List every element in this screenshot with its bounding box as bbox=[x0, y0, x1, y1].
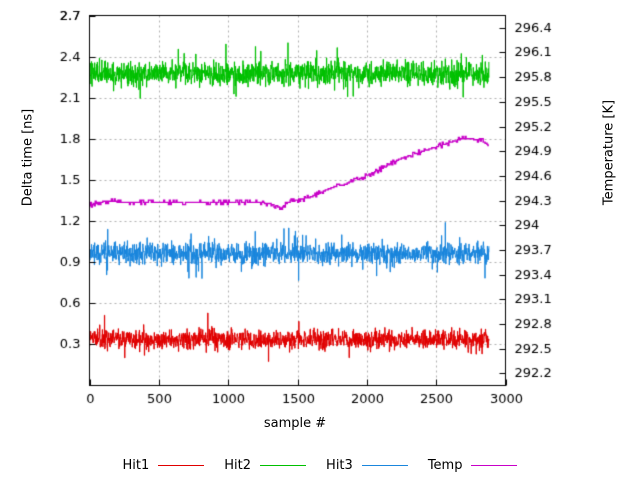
legend-color-swatch bbox=[158, 464, 205, 466]
legend-color-swatch bbox=[260, 464, 307, 466]
y-axis-left-title: Delta time [ns] bbox=[20, 108, 36, 207]
legend-label: Hit1 bbox=[122, 457, 150, 473]
legend-color-swatch bbox=[361, 464, 408, 466]
legend-color-swatch bbox=[471, 464, 518, 466]
legend-label: Hit2 bbox=[224, 457, 252, 473]
legend-entry-hit2[interactable]: Hit2 bbox=[224, 457, 307, 473]
legend-entry-hit1[interactable]: Hit1 bbox=[123, 458, 205, 473]
x-axis-title: sample # bbox=[263, 416, 327, 431]
chart-legend: Hit1 Hit2 Hit3 Temp bbox=[0, 452, 640, 478]
legend-label: Hit3 bbox=[326, 457, 353, 473]
legend-label: Temp bbox=[427, 457, 463, 473]
legend-entry-temp[interactable]: Temp bbox=[428, 458, 518, 473]
y-axis-right-title: Temperature [K] bbox=[601, 99, 617, 206]
legend-entry-hit3[interactable]: Hit3 bbox=[326, 458, 408, 473]
